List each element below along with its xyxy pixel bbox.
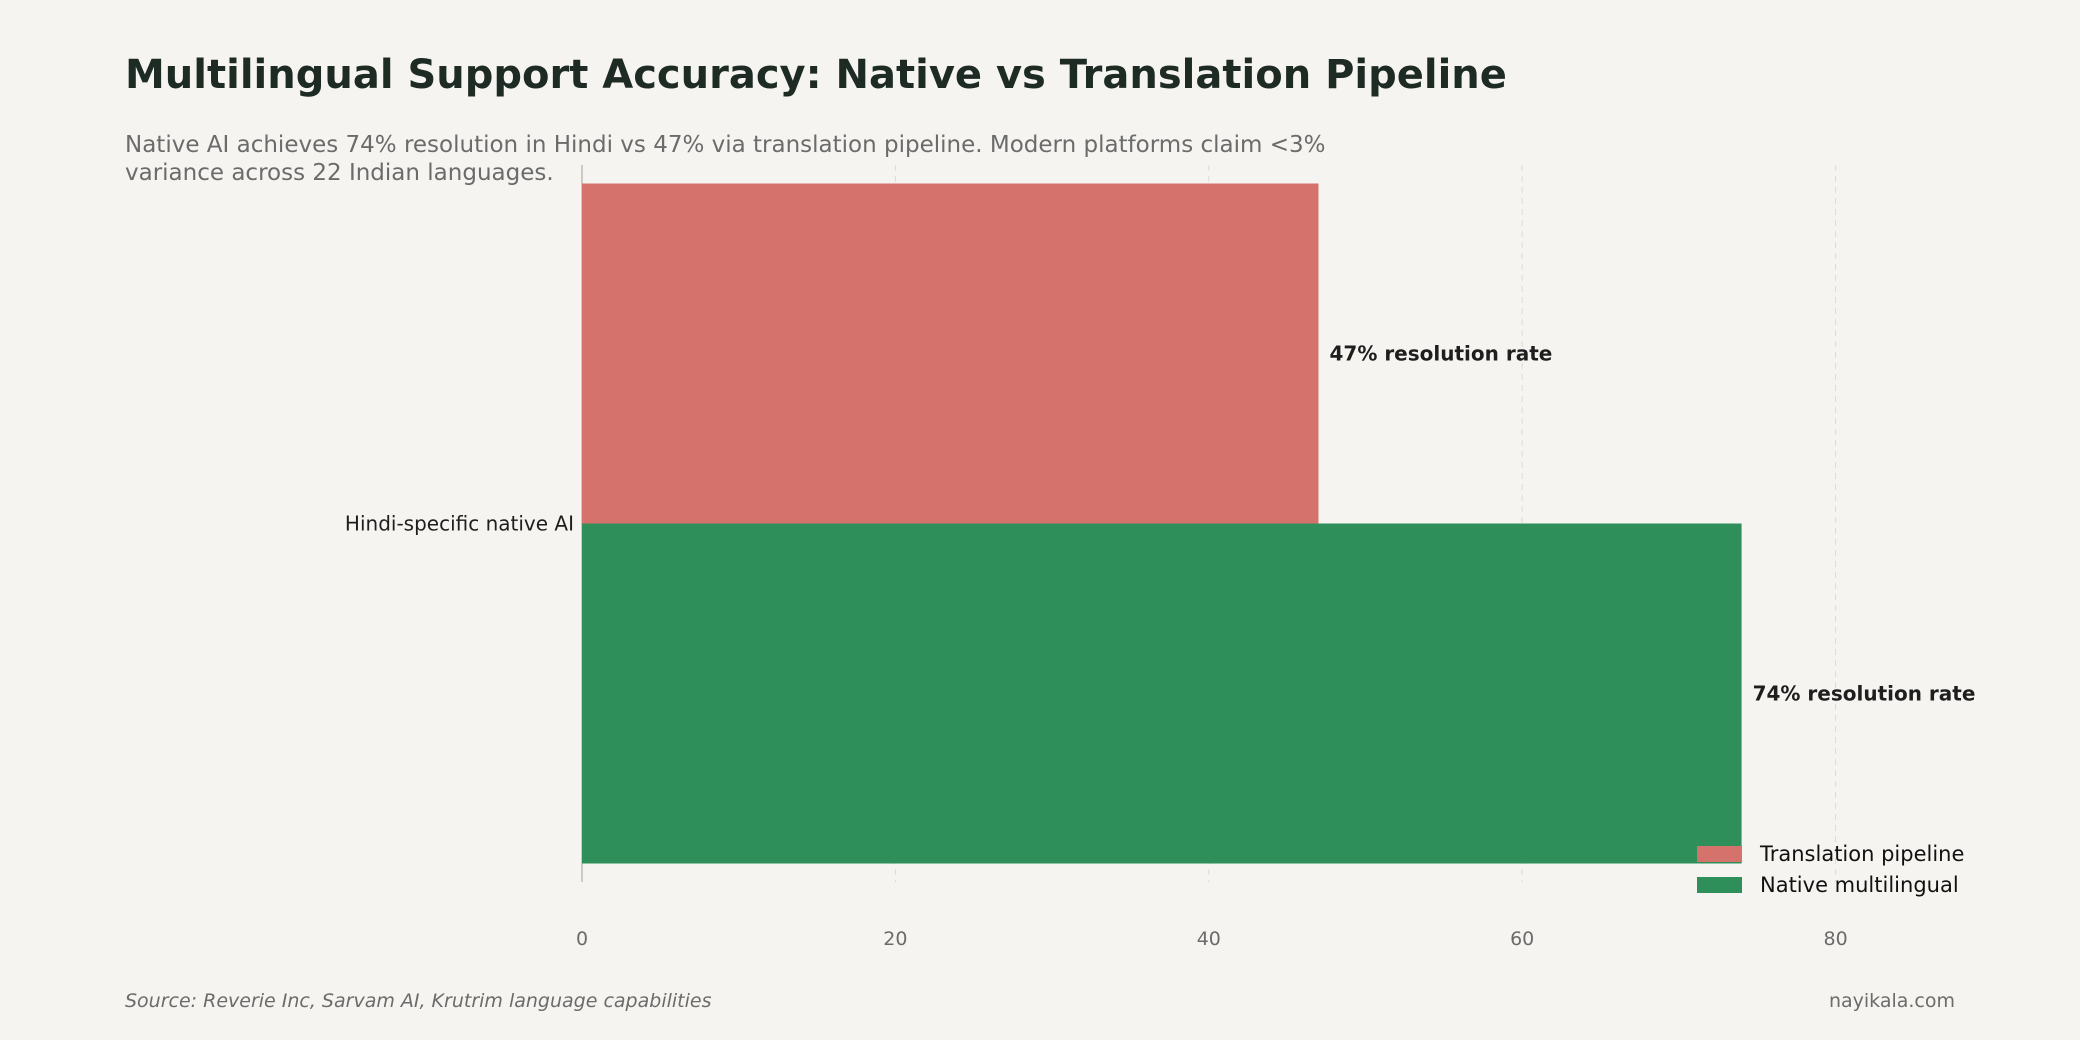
source-note: Source: Reverie Inc, Sarvam AI, Krutrim … [125, 990, 712, 1012]
chart-subtitle: Native AI achieves 74% resolution in Hin… [125, 132, 1326, 186]
brand-credit: nayikala.com [1828, 990, 1955, 1012]
legend-item-translation: Translation pipeline [1697, 838, 1964, 869]
bar-0 [582, 183, 1319, 524]
legend-label-native: Native multilingual [1760, 872, 1959, 897]
legend-swatch-native [1697, 876, 1742, 893]
bar-1 [582, 523, 1742, 864]
x-tick-label: 40 [1197, 928, 1221, 950]
chart-title: Multilingual Support Accuracy: Native vs… [125, 52, 1507, 98]
legend-item-native: Native multilingual [1697, 869, 1964, 900]
legend-label-translation: Translation pipeline [1760, 841, 1965, 866]
y-category-label: Hindi-specific native AI [345, 512, 574, 536]
x-tick-label: 60 [1510, 928, 1534, 950]
legend-swatch-translation [1697, 845, 1742, 862]
x-tick-label: 20 [883, 928, 907, 950]
x-tick-label: 80 [1824, 928, 1848, 950]
chart-legend: Translation pipeline Native multilingual [1697, 838, 1964, 900]
data-label: 47% resolution rate [1329, 342, 1552, 366]
data-label: 74% resolution rate [1753, 682, 1976, 706]
x-tick-label: 0 [576, 928, 588, 950]
